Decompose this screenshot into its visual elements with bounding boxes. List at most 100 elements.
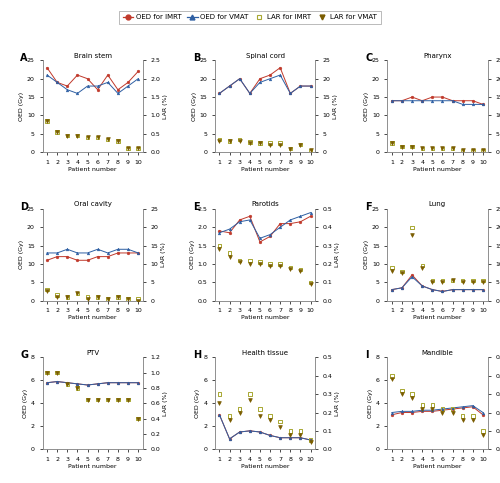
Point bbox=[124, 295, 132, 303]
Point bbox=[84, 396, 92, 403]
Point bbox=[388, 139, 396, 147]
Point bbox=[469, 278, 477, 286]
Point bbox=[53, 128, 61, 136]
Point bbox=[448, 144, 456, 152]
Point bbox=[124, 396, 132, 403]
Point bbox=[418, 144, 426, 152]
Point bbox=[246, 139, 254, 147]
Point bbox=[104, 396, 112, 403]
X-axis label: Patient number: Patient number bbox=[68, 167, 117, 172]
Point bbox=[469, 146, 477, 154]
Point bbox=[398, 268, 406, 275]
Point bbox=[74, 132, 82, 140]
Point bbox=[226, 249, 234, 257]
Point bbox=[246, 256, 254, 264]
Point bbox=[216, 245, 224, 253]
Text: H: H bbox=[193, 350, 201, 360]
Point bbox=[53, 128, 61, 136]
Point bbox=[479, 431, 487, 439]
Text: B: B bbox=[193, 53, 200, 63]
Point bbox=[306, 146, 314, 154]
Point bbox=[104, 295, 112, 303]
Title: Health tissue: Health tissue bbox=[242, 350, 288, 355]
Point bbox=[114, 137, 122, 145]
Point bbox=[94, 133, 102, 141]
Y-axis label: LAR (%): LAR (%) bbox=[334, 94, 338, 119]
Point bbox=[64, 132, 72, 140]
Point bbox=[418, 144, 426, 152]
Point bbox=[286, 144, 294, 152]
Y-axis label: OED (Gy): OED (Gy) bbox=[190, 240, 194, 270]
Point bbox=[236, 409, 244, 416]
Point bbox=[94, 396, 102, 403]
Point bbox=[479, 146, 487, 154]
Y-axis label: OED (Gy): OED (Gy) bbox=[192, 92, 196, 121]
Point bbox=[276, 139, 284, 147]
Point bbox=[104, 135, 112, 143]
Title: Brain stem: Brain stem bbox=[74, 53, 112, 58]
Point bbox=[296, 141, 304, 149]
Point bbox=[114, 396, 122, 403]
Point bbox=[256, 139, 264, 147]
X-axis label: Patient number: Patient number bbox=[68, 315, 117, 320]
Y-axis label: OED (Gy): OED (Gy) bbox=[368, 389, 373, 418]
Point bbox=[306, 278, 314, 286]
Point bbox=[448, 409, 456, 416]
Point bbox=[226, 416, 234, 424]
Point bbox=[428, 144, 436, 152]
Point bbox=[74, 132, 82, 140]
Point bbox=[266, 139, 274, 147]
Y-axis label: LAR (%): LAR (%) bbox=[163, 391, 168, 416]
Point bbox=[236, 258, 244, 266]
Point bbox=[306, 438, 314, 446]
Point bbox=[276, 418, 284, 426]
Point bbox=[296, 266, 304, 273]
Y-axis label: OED (Gy): OED (Gy) bbox=[19, 92, 24, 121]
Point bbox=[134, 297, 142, 304]
Text: I: I bbox=[365, 350, 368, 360]
Y-axis label: LAR (%): LAR (%) bbox=[336, 242, 340, 267]
Point bbox=[246, 260, 254, 268]
Y-axis label: LAR (%): LAR (%) bbox=[163, 94, 168, 119]
Point bbox=[388, 139, 396, 147]
Point bbox=[266, 141, 274, 149]
Point bbox=[438, 144, 446, 152]
Point bbox=[114, 137, 122, 145]
Point bbox=[469, 412, 477, 420]
Point bbox=[418, 264, 426, 271]
Point bbox=[266, 412, 274, 420]
Point bbox=[266, 262, 274, 270]
Point bbox=[458, 278, 466, 286]
X-axis label: Patient number: Patient number bbox=[241, 464, 289, 469]
Point bbox=[94, 396, 102, 403]
Point bbox=[43, 117, 51, 125]
Point bbox=[408, 142, 416, 150]
Point bbox=[53, 291, 61, 299]
Point bbox=[388, 376, 396, 384]
Point bbox=[408, 224, 416, 231]
Point bbox=[408, 142, 416, 150]
Point bbox=[256, 260, 264, 268]
Point bbox=[74, 384, 82, 392]
Title: Lung: Lung bbox=[429, 201, 446, 207]
Point bbox=[43, 287, 51, 295]
Point bbox=[226, 137, 234, 145]
Text: A: A bbox=[20, 53, 28, 63]
Point bbox=[84, 293, 92, 301]
Point bbox=[448, 144, 456, 152]
Point bbox=[94, 293, 102, 301]
Point bbox=[226, 412, 234, 420]
Point bbox=[286, 427, 294, 435]
Point bbox=[469, 416, 477, 424]
Point bbox=[408, 231, 416, 239]
Y-axis label: OED (Gy): OED (Gy) bbox=[364, 240, 369, 270]
Point bbox=[428, 277, 436, 284]
Text: G: G bbox=[20, 350, 28, 360]
Point bbox=[306, 436, 314, 444]
Point bbox=[438, 277, 446, 284]
Point bbox=[306, 280, 314, 288]
Point bbox=[408, 394, 416, 402]
Point bbox=[94, 293, 102, 301]
Point bbox=[276, 262, 284, 270]
Point bbox=[418, 262, 426, 270]
